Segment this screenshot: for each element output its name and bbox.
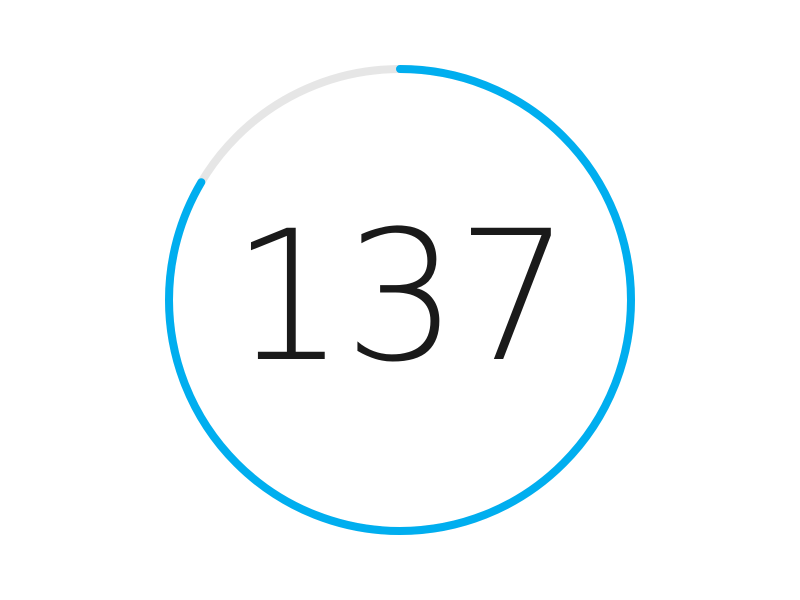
progress-ring-arc (165, 65, 635, 535)
